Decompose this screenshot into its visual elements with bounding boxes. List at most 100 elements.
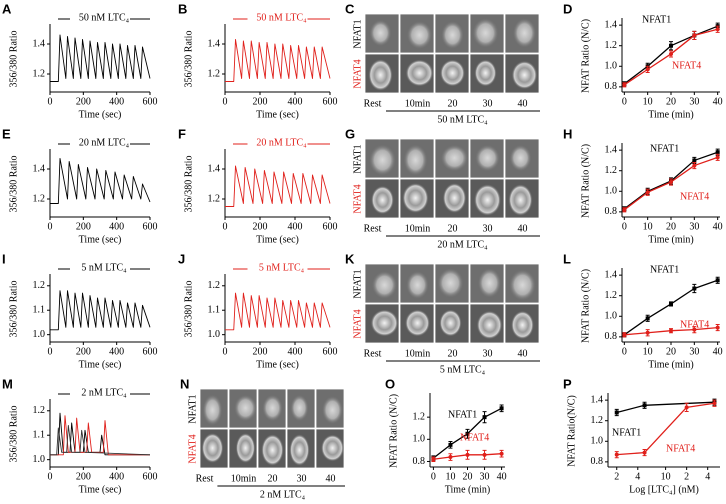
y-tick-label: 1.4 (33, 38, 46, 49)
y-axis-label: 356/380 Ratio (183, 31, 194, 88)
row-label: NFAT4 (352, 309, 363, 338)
point-marker (465, 431, 470, 436)
cell (509, 144, 532, 172)
row-label: NFAT1 (352, 269, 363, 298)
cell (405, 59, 434, 87)
series-line (616, 401, 715, 414)
x-axis-label: Time (sec) (79, 359, 122, 370)
x-tick-label: 10 (643, 221, 653, 232)
x-tick-label: 600 (323, 346, 338, 357)
panel-letter: C (345, 1, 355, 16)
row-label: NFAT1 (352, 19, 363, 48)
stimulus-bg (70, 138, 130, 150)
col-label: 30 (483, 348, 493, 359)
col-label: 30 (483, 223, 493, 234)
cell (261, 434, 284, 466)
cell (369, 19, 392, 47)
cell (473, 184, 502, 216)
col-label: 30 (297, 473, 307, 484)
cell (442, 182, 467, 214)
y-axis-label: 356/380 Ratio (183, 281, 194, 338)
row-label: NFAT4 (352, 59, 363, 88)
point-marker (465, 452, 470, 457)
x-tick-label: 40 (713, 221, 723, 232)
cell (233, 394, 258, 422)
point-marker (614, 452, 619, 457)
x-tick-label: 400 (288, 96, 303, 107)
point-marker (692, 163, 697, 168)
y-axis-label: NFAT Ratio (N/C) (580, 19, 591, 93)
point-marker (669, 51, 673, 56)
point-marker (499, 406, 504, 411)
x-tick-label: 400 (109, 96, 124, 107)
series-line (225, 39, 331, 82)
point-marker (715, 325, 720, 330)
x-tick-label: 0 (48, 96, 53, 107)
y-tick-label: 1.2 (208, 280, 221, 291)
y-tick-label: 1.2 (208, 68, 221, 79)
point-marker (645, 190, 650, 195)
point-marker (448, 455, 453, 460)
y-tick-label: 1.2 (33, 280, 46, 291)
cell (368, 144, 397, 176)
x-tick-label: 30 (480, 471, 490, 482)
y-tick-label: 1.0 (33, 454, 46, 465)
x-tick-label: 600 (143, 471, 158, 482)
series-line (50, 415, 150, 456)
y-tick-label: 1.0 (605, 311, 618, 322)
stimulus-label: 5 nM LTC₄ (259, 262, 305, 273)
x-axis-label: Time (sec) (79, 484, 122, 495)
stimulus-bg (247, 263, 308, 275)
x-tick-label: 400 (109, 471, 124, 482)
caption: 2 nM LTC₄ (260, 489, 306, 500)
x-tick-label: 400 (109, 346, 124, 357)
stimulus-label: 50 nM LTC₄ (79, 12, 130, 23)
panel-letter: G (345, 126, 355, 141)
panel-letter: B (178, 1, 187, 16)
row-label: NFAT4 (352, 184, 363, 213)
row-label: NFAT4 (187, 434, 198, 463)
panel-letter: A (2, 1, 12, 16)
stimulus-bg (70, 388, 130, 400)
y-tick-label: 1.0 (413, 434, 426, 445)
x-tick-label: 4 (705, 471, 710, 482)
y-tick-label: 1.0 (33, 329, 46, 340)
point-marker (715, 155, 720, 160)
x-tick-label: 0 (622, 346, 627, 357)
y-tick-label: 1.2 (605, 165, 618, 176)
x-tick-label: 40 (497, 471, 507, 482)
cell (510, 310, 535, 340)
stimulus-label: 20 nM LTC₄ (256, 137, 307, 148)
y-tick-label: 1.4 (605, 19, 618, 30)
y-tick-label: 1.2 (208, 193, 221, 204)
y-tick-label: 1.2 (413, 411, 426, 422)
x-tick-label: 2 (684, 471, 689, 482)
y-tick-label: 0.8 (605, 206, 618, 217)
stimulus-label: 5 nM LTC₄ (81, 262, 127, 273)
y-tick-label: 0.8 (591, 456, 604, 467)
y-tick-label: 1.0 (605, 61, 618, 72)
series-label: NFAT1 (650, 264, 679, 275)
point-marker (692, 286, 697, 291)
x-axis-label: Time (sec) (256, 234, 299, 245)
col-label: Rest (364, 98, 382, 109)
row-label: NFAT1 (352, 144, 363, 173)
cell (202, 394, 223, 426)
x-tick-label: 200 (76, 471, 91, 482)
series-line (616, 402, 715, 456)
point-marker (715, 27, 720, 32)
col-label: 40 (518, 348, 528, 359)
point-marker (645, 330, 650, 335)
cell (368, 59, 393, 91)
x-axis-label: Time (min) (445, 484, 490, 495)
point-marker (692, 33, 697, 38)
col-label: 10min (405, 348, 431, 359)
x-tick-label: 600 (143, 346, 158, 357)
point-marker (482, 415, 487, 420)
x-tick-label: 0 (48, 471, 53, 482)
row-label: NFAT1 (187, 394, 198, 423)
point-marker (431, 457, 436, 462)
x-axis-label: Time (sec) (79, 109, 122, 120)
stimulus-label: 20 nM LTC₄ (79, 137, 130, 148)
